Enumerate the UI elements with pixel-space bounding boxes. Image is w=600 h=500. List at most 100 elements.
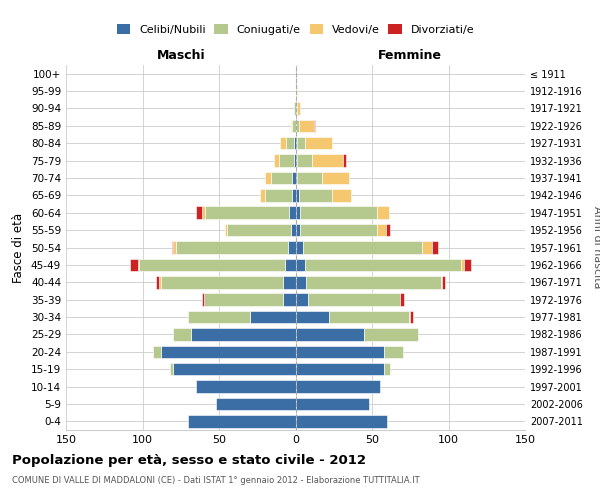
Bar — [170, 363, 173, 376]
Bar — [225, 224, 227, 236]
Bar — [278, 154, 294, 167]
Bar — [296, 346, 384, 358]
Bar — [292, 172, 296, 184]
Bar — [296, 102, 297, 115]
Bar — [280, 137, 286, 149]
Bar — [196, 206, 202, 219]
Bar — [153, 346, 161, 358]
Y-axis label: Anni di nascita: Anni di nascita — [592, 206, 600, 289]
Bar — [161, 276, 283, 288]
Bar — [296, 380, 380, 393]
Bar — [291, 120, 292, 132]
Bar — [188, 311, 250, 324]
Bar — [313, 154, 343, 167]
Bar — [204, 294, 283, 306]
Bar — [322, 172, 349, 184]
Bar — [308, 294, 400, 306]
Bar — [343, 154, 346, 167]
Bar — [305, 137, 332, 149]
Bar — [296, 172, 297, 184]
Y-axis label: Fasce di età: Fasce di età — [13, 212, 25, 282]
Legend: Celibi/Nubili, Coniugati/e, Vedovi/e, Divorziati/e: Celibi/Nubili, Coniugati/e, Vedovi/e, Di… — [112, 20, 479, 39]
Bar — [274, 154, 278, 167]
Bar — [285, 258, 296, 271]
Bar — [299, 189, 332, 202]
Bar — [410, 311, 413, 324]
Text: Femmine: Femmine — [378, 48, 442, 62]
Bar — [260, 189, 265, 202]
Bar — [329, 311, 409, 324]
Bar — [172, 241, 173, 254]
Bar — [431, 241, 438, 254]
Bar — [303, 241, 422, 254]
Bar — [265, 172, 271, 184]
Bar — [296, 241, 303, 254]
Bar — [297, 172, 322, 184]
Bar — [292, 120, 296, 132]
Bar — [188, 415, 296, 428]
Bar — [297, 154, 313, 167]
Bar — [296, 398, 369, 410]
Bar — [138, 258, 139, 271]
Bar — [377, 206, 389, 219]
Bar — [160, 276, 161, 288]
Bar — [400, 294, 404, 306]
Bar — [364, 328, 418, 340]
Bar — [139, 258, 285, 271]
Bar — [305, 258, 461, 271]
Bar — [296, 137, 297, 149]
Bar — [409, 311, 410, 324]
Bar — [294, 154, 296, 167]
Bar — [227, 224, 291, 236]
Bar — [294, 137, 296, 149]
Bar — [422, 241, 431, 254]
Bar — [386, 224, 391, 236]
Bar — [300, 224, 377, 236]
Bar — [173, 241, 176, 254]
Bar — [216, 398, 296, 410]
Bar — [271, 172, 292, 184]
Bar — [130, 258, 138, 271]
Bar — [156, 276, 160, 288]
Bar — [196, 380, 296, 393]
Bar — [461, 258, 464, 271]
Bar — [441, 276, 442, 288]
Bar — [296, 311, 329, 324]
Bar — [296, 276, 306, 288]
Bar — [297, 137, 305, 149]
Bar — [289, 206, 296, 219]
Bar — [296, 328, 364, 340]
Bar — [300, 206, 377, 219]
Bar — [296, 363, 384, 376]
Bar — [173, 363, 296, 376]
Bar — [296, 415, 388, 428]
Bar — [250, 311, 296, 324]
Bar — [176, 241, 288, 254]
Bar — [202, 294, 204, 306]
Bar — [299, 120, 314, 132]
Bar — [296, 206, 300, 219]
Bar — [464, 258, 472, 271]
Bar — [296, 224, 300, 236]
Bar — [288, 241, 296, 254]
Bar — [283, 294, 296, 306]
Text: COMUNE DI VALLE DI MADDALONI (CE) - Dati ISTAT 1° gennaio 2012 - Elaborazione TU: COMUNE DI VALLE DI MADDALONI (CE) - Dati… — [12, 476, 419, 485]
Bar — [283, 276, 296, 288]
Bar — [296, 154, 297, 167]
Bar — [291, 224, 296, 236]
Bar — [296, 120, 299, 132]
Bar — [442, 276, 445, 288]
Bar — [292, 189, 296, 202]
Bar — [332, 189, 350, 202]
Bar — [296, 258, 305, 271]
Bar — [384, 346, 403, 358]
Bar — [205, 206, 289, 219]
Text: Popolazione per età, sesso e stato civile - 2012: Popolazione per età, sesso e stato civil… — [12, 454, 366, 467]
Bar — [384, 363, 391, 376]
Text: Maschi: Maschi — [157, 48, 205, 62]
Bar — [191, 328, 296, 340]
Bar — [306, 276, 441, 288]
Bar — [265, 189, 292, 202]
Bar — [161, 346, 296, 358]
Bar — [202, 206, 205, 219]
